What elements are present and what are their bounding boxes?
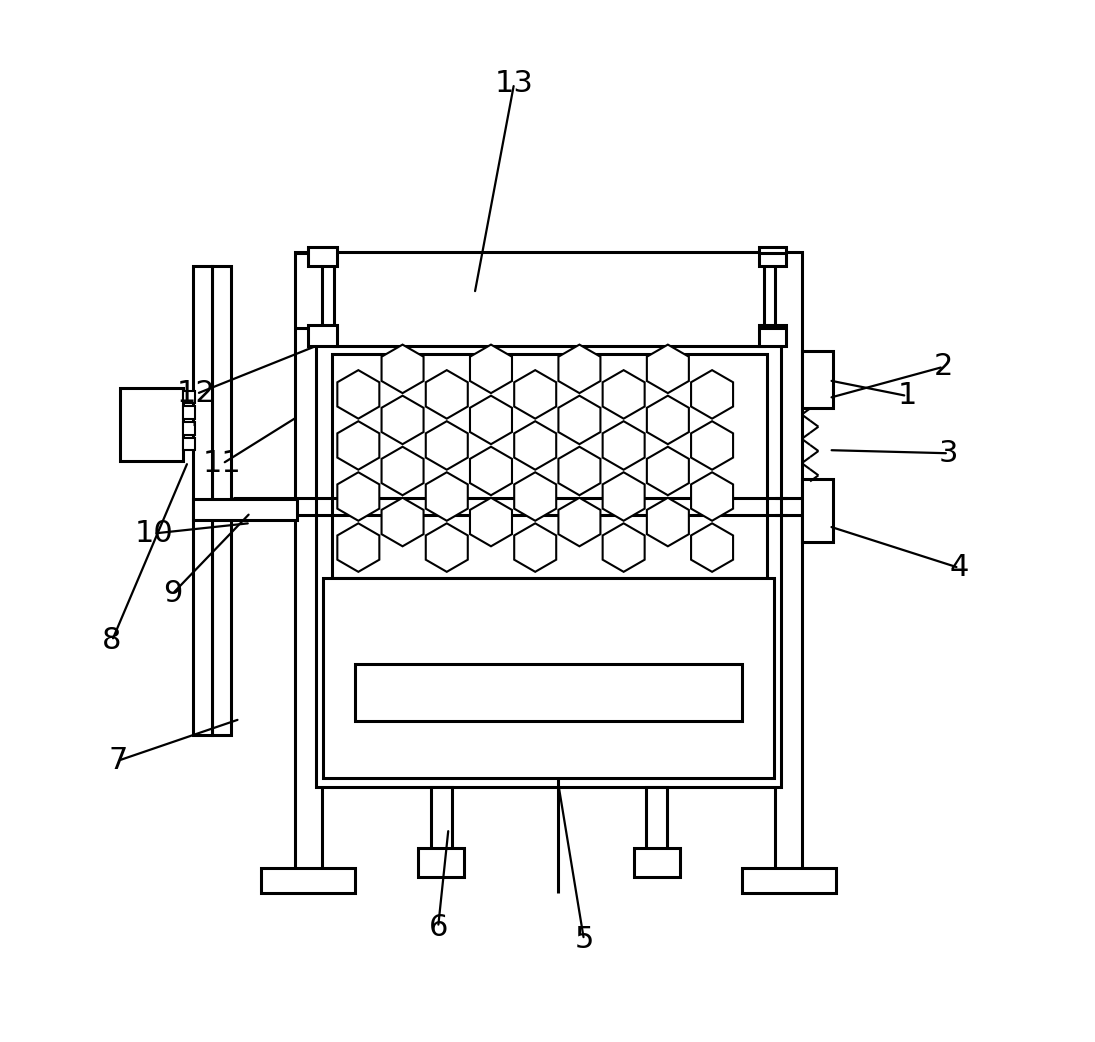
Polygon shape <box>470 396 512 444</box>
Text: 6: 6 <box>428 913 448 942</box>
Polygon shape <box>337 472 379 521</box>
Bar <box>355 664 742 721</box>
Text: 12: 12 <box>177 379 216 408</box>
Polygon shape <box>647 498 689 546</box>
Polygon shape <box>647 447 689 495</box>
Polygon shape <box>558 498 600 546</box>
Polygon shape <box>602 421 645 470</box>
Polygon shape <box>337 421 379 470</box>
Polygon shape <box>381 498 424 546</box>
Text: 5: 5 <box>574 925 593 954</box>
Bar <box>308 325 337 346</box>
Polygon shape <box>691 472 733 521</box>
Bar <box>120 388 183 461</box>
Polygon shape <box>381 396 424 444</box>
Text: 2: 2 <box>934 352 953 381</box>
Bar <box>193 499 298 520</box>
Polygon shape <box>515 370 556 419</box>
Polygon shape <box>426 370 468 419</box>
Bar <box>430 787 451 854</box>
Bar <box>183 406 195 419</box>
Bar <box>334 252 764 346</box>
Bar <box>634 848 680 877</box>
Polygon shape <box>691 421 733 470</box>
Bar <box>774 252 802 877</box>
Polygon shape <box>470 447 512 495</box>
Polygon shape <box>426 421 468 470</box>
Polygon shape <box>691 523 733 572</box>
Polygon shape <box>647 345 689 393</box>
Bar <box>418 848 464 877</box>
Bar <box>742 868 837 893</box>
Polygon shape <box>691 370 733 419</box>
Bar <box>323 578 773 778</box>
Polygon shape <box>426 523 468 572</box>
Bar <box>183 422 195 435</box>
Bar <box>802 351 833 408</box>
Polygon shape <box>602 523 645 572</box>
Bar <box>759 325 786 346</box>
Polygon shape <box>558 396 600 444</box>
Polygon shape <box>381 447 424 495</box>
Polygon shape <box>470 345 512 393</box>
Bar <box>183 391 195 403</box>
Text: 9: 9 <box>163 579 182 609</box>
Bar <box>193 266 212 735</box>
Bar <box>646 787 667 854</box>
Polygon shape <box>647 396 689 444</box>
Text: 3: 3 <box>938 439 958 468</box>
Text: 11: 11 <box>203 449 242 478</box>
Bar <box>759 247 786 266</box>
Bar <box>261 868 355 893</box>
Polygon shape <box>602 370 645 419</box>
Polygon shape <box>381 345 424 393</box>
Text: 8: 8 <box>102 626 122 655</box>
Polygon shape <box>515 472 556 521</box>
Text: 4: 4 <box>949 553 969 582</box>
Bar <box>332 354 768 578</box>
Bar <box>308 247 337 266</box>
Bar <box>802 479 833 542</box>
Bar <box>316 339 781 787</box>
Polygon shape <box>515 421 556 470</box>
Text: 10: 10 <box>135 519 173 548</box>
Text: 1: 1 <box>897 381 917 411</box>
Polygon shape <box>426 472 468 521</box>
Polygon shape <box>337 370 379 419</box>
Polygon shape <box>602 472 645 521</box>
Bar <box>296 252 322 877</box>
Bar <box>332 354 768 578</box>
Text: 13: 13 <box>495 69 533 98</box>
Polygon shape <box>337 523 379 572</box>
Polygon shape <box>558 345 600 393</box>
Bar <box>212 266 231 735</box>
Bar <box>183 438 195 450</box>
Polygon shape <box>470 498 512 546</box>
Polygon shape <box>558 447 600 495</box>
Polygon shape <box>515 523 556 572</box>
Text: 7: 7 <box>108 746 128 775</box>
